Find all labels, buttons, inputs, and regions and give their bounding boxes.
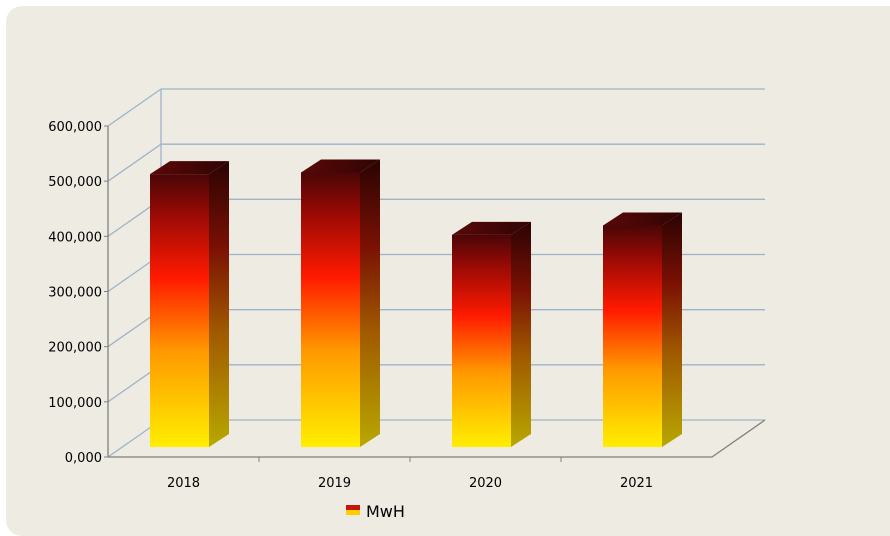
y-tick-label: 400,000: [48, 230, 102, 245]
y-tick-label: 300,000: [48, 286, 102, 301]
gridline-depth: [107, 143, 162, 182]
y-tick-label: 100,000: [48, 396, 102, 411]
bar-front: [150, 174, 209, 447]
y-tick-label: 500,000: [48, 175, 102, 190]
bar-top: [603, 212, 682, 226]
bar-front: [603, 225, 662, 447]
x-tick-label: 2018: [167, 476, 200, 491]
y-tick-label: 0,000: [65, 451, 102, 466]
x-tick-label: 2021: [620, 476, 653, 491]
bar-front: [301, 172, 360, 447]
y-tick-label: 600,000: [48, 120, 102, 135]
bar-front: [452, 234, 511, 447]
bar-2020: [452, 221, 531, 447]
bar-2021: [603, 212, 682, 447]
legend-label: MwH: [366, 502, 405, 521]
y-tick-label: 200,000: [48, 341, 102, 356]
bar-2019: [301, 159, 380, 447]
axes: [104, 125, 766, 462]
gridline-depth: [107, 88, 162, 127]
floor-outline: [108, 419, 766, 458]
bar-side: [511, 221, 531, 447]
x-tick-label: 2020: [469, 476, 502, 491]
x-tick-label: 2019: [318, 476, 351, 491]
bars: [150, 159, 682, 447]
tick-labels: 0,000 100,000 200,000 300,000 400,000 500,000…: [48, 120, 653, 491]
legend: MwH: [346, 502, 405, 521]
legend-swatch-bottom: [346, 510, 360, 515]
bar-top: [150, 161, 229, 175]
bar-side: [662, 212, 682, 447]
bar-top: [301, 159, 380, 173]
bar-side: [209, 161, 229, 447]
legend-swatch-top: [346, 505, 360, 510]
bar-side: [360, 159, 380, 447]
bar-2018: [150, 161, 229, 447]
bar-top: [452, 221, 531, 235]
